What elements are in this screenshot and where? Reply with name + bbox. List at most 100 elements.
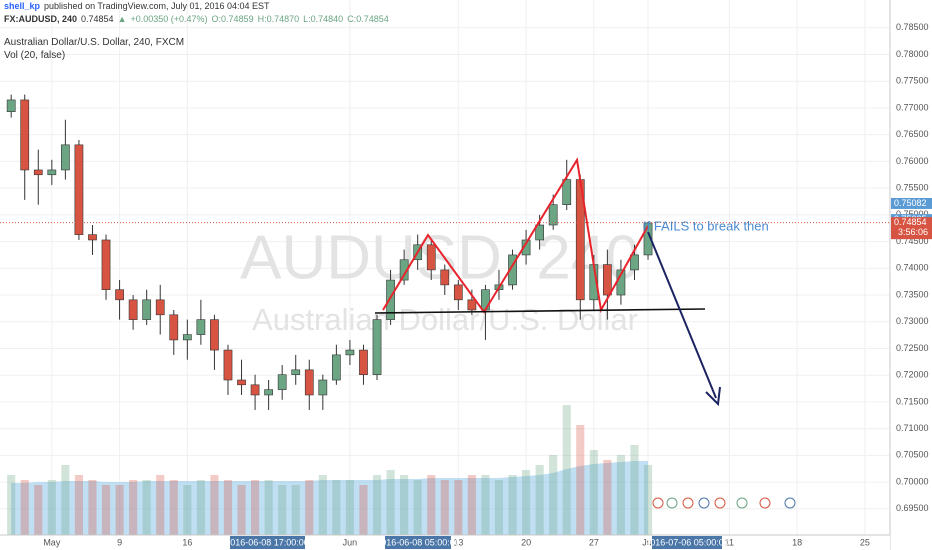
volume-bar: [223, 480, 233, 535]
volume-bar: [603, 460, 612, 535]
candle-body: [142, 299, 152, 320]
last-price-label: 0.74854: [894, 217, 927, 227]
volume-bar: [630, 445, 639, 535]
x-tick-label: 18: [792, 537, 802, 547]
axes: 0.69500 0.70000 0.70500 0.71000 0.71500 0.720…: [43, 22, 932, 547]
volume-title: Vol (20, false): [4, 50, 66, 61]
volume-bar: [400, 475, 409, 535]
volume-ma-area: [11, 461, 649, 535]
candle-body: [508, 254, 517, 286]
x-tick-label: Jun: [343, 537, 358, 547]
volume-bar: [589, 450, 598, 535]
volume-bar: [413, 480, 422, 535]
candle-body: [74, 144, 84, 235]
candle-body: [304, 369, 314, 396]
candle-body: [223, 349, 233, 381]
volume-pane: [7, 405, 653, 535]
candle-body: [467, 299, 477, 311]
watermark-symbol: AUDUSD, 240: [240, 223, 640, 292]
y-tick-label: 0.78500: [896, 22, 929, 32]
candle-body: [386, 279, 395, 320]
candle-body: [291, 369, 301, 375]
event-icon: [666, 497, 678, 509]
price-label: 0.75082: [894, 198, 927, 208]
candle-body: [155, 299, 165, 316]
time-highlight-label: 2016-07-06 05:00:00: [645, 537, 729, 547]
drawings: If FAILS to break then: [374, 157, 769, 407]
candle-body: [33, 169, 43, 176]
candle-body: [196, 319, 206, 335]
candle-body: [453, 284, 463, 301]
volume-bar: [562, 405, 571, 535]
volume-bar: [156, 475, 165, 535]
candle-body: [115, 289, 124, 301]
y-tick-label: 0.74500: [896, 236, 929, 246]
volume-bar: [61, 465, 70, 535]
volume-bar: [115, 485, 124, 535]
time-highlight: [652, 536, 722, 549]
y-tick-label: 0.77000: [896, 102, 929, 112]
volume-bar: [101, 485, 111, 535]
candle-body: [440, 269, 450, 286]
candle-body: [481, 289, 490, 311]
price-label-bg: [891, 197, 932, 209]
candle-body: [6, 99, 16, 113]
y-tick-label: 0.76500: [896, 129, 929, 139]
volume-bar: [494, 480, 504, 535]
last: 0.74854: [81, 14, 114, 24]
candle-body: [535, 224, 544, 241]
event-icons: [652, 497, 796, 509]
candle-body: [47, 169, 57, 176]
time-highlight: [230, 536, 305, 549]
volume-bar: [427, 475, 436, 535]
volume-bar: [7, 475, 16, 535]
change: +0.00350 (+0.47%): [130, 14, 208, 24]
y-tick-label: 0.73500: [896, 289, 929, 299]
x-tick-label: 16: [182, 537, 192, 547]
arrow-line: [647, 231, 717, 399]
ohlc: L:0.74840: [303, 14, 344, 24]
y-tick-label: 0.72000: [896, 370, 929, 380]
author[interactable]: shell_kp: [4, 1, 41, 11]
volume-bar: [522, 470, 531, 535]
change-arrow: ▲: [117, 14, 127, 24]
event-icon: [682, 497, 694, 509]
event-icon: [698, 497, 710, 509]
volume-bar: [88, 480, 97, 535]
y-tick-label: 0.77500: [896, 76, 929, 86]
candle-body: [264, 389, 273, 396]
candle-body: [548, 204, 558, 226]
volume-bar: [386, 470, 395, 535]
watermark: AUDUSD, 240 Australian Dollar/U.S. Dolla…: [240, 223, 640, 337]
volume-bar: [237, 485, 246, 535]
y-tick-label: 0.69500: [896, 503, 929, 513]
candle-body: [250, 384, 260, 396]
x-tick-label: Jul: [642, 537, 654, 547]
volume-bar: [264, 480, 273, 535]
volume-bar: [74, 475, 83, 535]
x-tick-label: May: [43, 537, 61, 547]
volume-bar: [549, 455, 558, 535]
candle-body: [332, 354, 341, 381]
y-tick-label: 0.71500: [896, 396, 929, 406]
volume-bar: [20, 480, 29, 535]
time-highlight: [385, 536, 451, 549]
candle-body: [20, 99, 30, 171]
candle-body: [562, 179, 572, 206]
volume-bar: [210, 475, 219, 535]
volume-bar: [535, 465, 544, 535]
symbol-line: FX:AUDUSD, 240 0.74854 ▲ +0.00350 (+0.47%) O…: [4, 14, 393, 24]
event-icon: [784, 497, 796, 509]
volume-bar: [183, 485, 192, 535]
volume-bar: [129, 480, 138, 535]
event-icon: [652, 497, 664, 509]
candle-body: [237, 379, 246, 386]
volume-bar: [34, 485, 43, 535]
volume-bar: [440, 480, 449, 535]
volume-bar: [278, 485, 287, 535]
arrow-head: [705, 386, 721, 407]
candle-body: [128, 299, 138, 320]
volume-bar: [481, 475, 490, 535]
